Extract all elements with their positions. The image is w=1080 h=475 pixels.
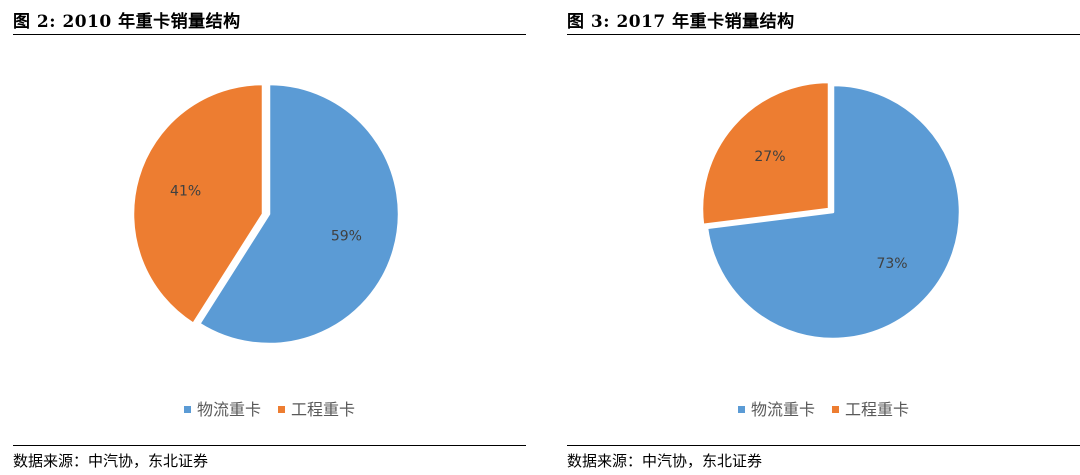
- legend-label: 工程重卡: [291, 400, 356, 419]
- source-note: 数据来源：中汽协，东北证券: [13, 452, 209, 470]
- legend-swatch-engineering: [278, 406, 286, 413]
- pie-slice-engineering: [131, 82, 265, 326]
- legend-item-logistics: 物流重卡: [183, 396, 261, 420]
- legend-swatch-engineering: [832, 406, 840, 413]
- pie-label-logistics: 73%: [876, 256, 907, 272]
- legend-item-engineering: 工程重卡: [832, 396, 909, 420]
- source-rule: [13, 445, 526, 446]
- pie-chart-2010: 59% 41%: [131, 82, 401, 346]
- pie-label-engineering: 41%: [170, 184, 201, 200]
- pie-slice-logistics: [198, 82, 401, 346]
- title-rule: [13, 34, 526, 35]
- figure-title: 图 3: 2017 年重卡销量结构: [567, 12, 795, 32]
- pie-label-logistics: 59%: [331, 228, 362, 244]
- legend-label: 物流重卡: [196, 400, 261, 419]
- figure-2010: 图 2: 2010 年重卡销量结构 59% 41% 物流重卡 工程重卡 数据来源：…: [13, 0, 526, 475]
- legend: 物流重卡 工程重卡: [567, 396, 1080, 420]
- pie-chart-2017: 73% 27%: [700, 80, 962, 341]
- pie-slice-logistics: [705, 83, 962, 341]
- pie-slice-engineering: [700, 80, 831, 227]
- source-rule: [567, 445, 1080, 446]
- pie-label-engineering: 27%: [754, 149, 785, 165]
- legend-label: 工程重卡: [845, 400, 910, 419]
- legend-item-engineering: 工程重卡: [278, 396, 355, 420]
- legend-swatch-logistics: [737, 406, 745, 413]
- legend-label: 物流重卡: [750, 400, 815, 419]
- figure-2017: 图 3: 2017 年重卡销量结构 73% 27% 物流重卡 工程重卡 数据来源：…: [567, 0, 1080, 475]
- legend: 物流重卡 工程重卡: [13, 396, 526, 420]
- legend-swatch-logistics: [183, 406, 191, 413]
- source-note: 数据来源：中汽协，东北证券: [567, 452, 763, 470]
- title-rule: [567, 34, 1080, 35]
- legend-item-logistics: 物流重卡: [737, 396, 815, 420]
- figure-title: 图 2: 2010 年重卡销量结构: [13, 12, 241, 32]
